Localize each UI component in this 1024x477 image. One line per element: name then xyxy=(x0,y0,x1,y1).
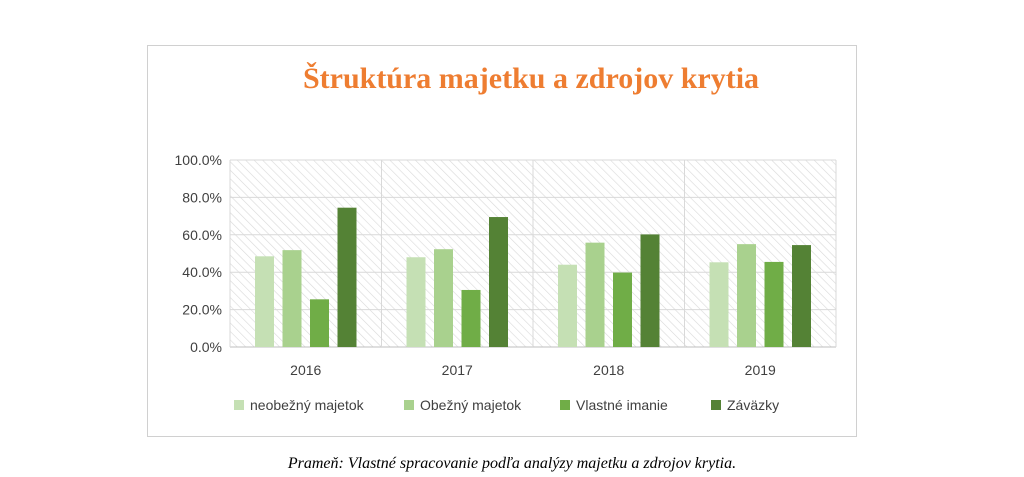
bar-záväzky-2018 xyxy=(640,234,660,347)
bar-obežný-majetok-2019 xyxy=(737,244,756,347)
bar-vlastné-imanie-2018 xyxy=(613,272,632,347)
bar-obežný-majetok-2017 xyxy=(434,249,453,347)
source-caption: Prameň: Vlastné spracovanie podľa analýz… xyxy=(287,455,737,472)
legend-label: neobežný majetok xyxy=(250,397,365,413)
legend-item: Obežný majetok xyxy=(404,397,522,413)
legend-swatch xyxy=(404,400,414,410)
bar-vlastné-imanie-2016 xyxy=(310,299,329,347)
legend: neobežný majetok Obežný majetok Vlastné im… xyxy=(234,397,779,413)
legend-swatch xyxy=(711,400,721,410)
y-tick-label: 80.0% xyxy=(182,189,222,205)
legend-item: Vlastné imanie xyxy=(560,397,668,413)
chart-frame: Štruktúra majetku a zdrojov krytia 0.0% 2… xyxy=(147,45,857,437)
bar-neobežný-majetok-2017 xyxy=(406,257,426,347)
x-tick-label: 2018 xyxy=(593,362,624,378)
bar-neobežný-majetok-2016 xyxy=(255,256,274,347)
bar-záväzky-2017 xyxy=(489,217,508,347)
legend-item: neobežný majetok xyxy=(234,397,365,413)
bar-neobežný-majetok-2019 xyxy=(709,262,729,347)
y-tick-label: 20.0% xyxy=(182,302,222,318)
y-tick-label: 0.0% xyxy=(190,339,222,355)
gridlines xyxy=(229,159,837,348)
x-tick-label: 2017 xyxy=(442,362,473,378)
bar-neobežný-majetok-2018 xyxy=(558,264,577,347)
x-axis-ticks: 2016 2017 2018 2019 xyxy=(290,362,776,378)
bars xyxy=(255,207,811,347)
y-axis-ticks: 0.0% 20.0% 40.0% 60.0% 80.0% 100.0% xyxy=(175,152,222,355)
bar-vlastné-imanie-2017 xyxy=(461,289,481,347)
legend-swatch xyxy=(560,400,570,410)
y-tick-label: 100.0% xyxy=(175,152,222,168)
legend-item: Záväzky xyxy=(711,397,779,413)
legend-swatch xyxy=(234,400,244,410)
legend-label: Záväzky xyxy=(727,397,779,413)
bar-záväzky-2019 xyxy=(792,245,811,347)
y-tick-label: 60.0% xyxy=(182,227,222,243)
chart-svg: Štruktúra majetku a zdrojov krytia 0.0% 2… xyxy=(175,62,837,413)
bar-obežný-majetok-2016 xyxy=(282,250,302,347)
x-tick-label: 2019 xyxy=(745,362,776,378)
bar-vlastné-imanie-2019 xyxy=(764,261,784,347)
legend-label: Vlastné imanie xyxy=(576,397,668,413)
x-tick-label: 2016 xyxy=(290,362,321,378)
legend-label: Obežný majetok xyxy=(420,397,522,413)
bar-obežný-majetok-2018 xyxy=(585,242,605,347)
chart-title: Štruktúra majetku a zdrojov krytia xyxy=(303,62,759,95)
y-tick-label: 40.0% xyxy=(182,264,222,280)
bar-záväzky-2016 xyxy=(337,207,357,347)
